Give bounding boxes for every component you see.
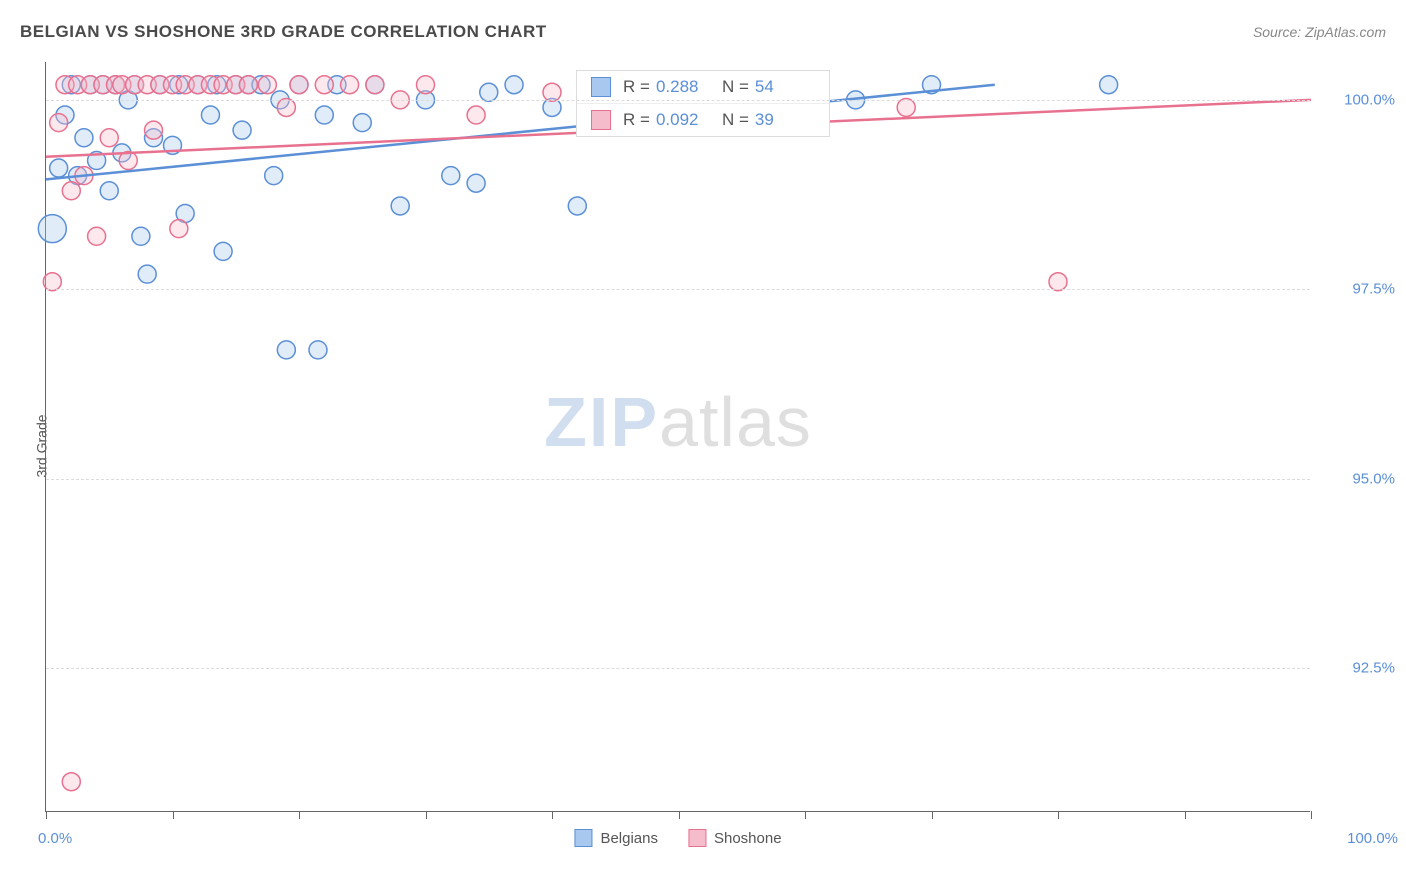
y-tick-label: 92.5% <box>1352 660 1395 677</box>
data-point <box>88 227 106 245</box>
data-point <box>75 129 93 147</box>
data-point <box>568 197 586 215</box>
data-point <box>480 83 498 101</box>
x-tick <box>679 811 680 819</box>
stats-n-label: N = <box>722 77 749 97</box>
stats-swatch-shoshone <box>591 110 611 130</box>
data-point <box>277 98 295 116</box>
data-point <box>315 76 333 94</box>
data-point <box>233 121 251 139</box>
data-point <box>38 215 66 243</box>
legend-item-belgians: Belgians <box>574 829 658 847</box>
data-point <box>239 76 257 94</box>
x-tick <box>173 811 174 819</box>
stats-r-shoshone: 0.092 <box>656 110 716 130</box>
stats-swatch-belgians <box>591 77 611 97</box>
gridline <box>46 479 1310 480</box>
gridline <box>46 289 1310 290</box>
data-point <box>366 76 384 94</box>
x-tick <box>805 811 806 819</box>
gridline <box>46 100 1310 101</box>
data-point <box>505 76 523 94</box>
data-point <box>138 265 156 283</box>
data-point <box>132 227 150 245</box>
data-point <box>290 76 308 94</box>
stats-r-label: R = <box>623 110 650 130</box>
data-point <box>100 182 118 200</box>
data-point <box>100 129 118 147</box>
source-attribution: Source: ZipAtlas.com <box>1253 24 1386 40</box>
y-tick-label: 100.0% <box>1344 91 1395 108</box>
legend-label-belgians: Belgians <box>600 830 658 847</box>
x-tick <box>299 811 300 819</box>
data-point <box>265 167 283 185</box>
data-point <box>50 159 68 177</box>
data-point <box>50 114 68 132</box>
data-point <box>170 220 188 238</box>
stats-box: R = 0.288 N = 54 R = 0.092 N = 39 <box>576 70 830 137</box>
data-point <box>309 341 327 359</box>
data-point <box>341 76 359 94</box>
x-axis-max-label: 100.0% <box>1347 830 1398 847</box>
stats-n-belgians: 54 <box>755 77 815 97</box>
legend-item-shoshone: Shoshone <box>688 829 782 847</box>
data-point <box>467 106 485 124</box>
data-point <box>543 83 561 101</box>
legend-label-shoshone: Shoshone <box>714 830 782 847</box>
data-point <box>1100 76 1118 94</box>
stats-r-belgians: 0.288 <box>656 77 716 97</box>
x-tick <box>1311 811 1312 819</box>
x-tick <box>426 811 427 819</box>
data-point <box>258 76 276 94</box>
data-point <box>201 106 219 124</box>
chart-svg <box>46 62 1310 811</box>
chart-title: BELGIAN VS SHOSHONE 3RD GRADE CORRELATIO… <box>20 22 547 42</box>
data-point <box>391 197 409 215</box>
x-tick <box>1058 811 1059 819</box>
data-point <box>62 182 80 200</box>
data-point <box>442 167 460 185</box>
stats-r-label: R = <box>623 77 650 97</box>
data-point <box>417 76 435 94</box>
gridline <box>46 668 1310 669</box>
data-point <box>145 121 163 139</box>
y-tick-label: 95.0% <box>1352 470 1395 487</box>
data-point <box>467 174 485 192</box>
data-point <box>353 114 371 132</box>
x-tick <box>1185 811 1186 819</box>
data-point <box>897 98 915 116</box>
data-point <box>1049 273 1067 291</box>
data-point <box>214 242 232 260</box>
x-tick <box>932 811 933 819</box>
x-axis-min-label: 0.0% <box>38 830 72 847</box>
stats-row-shoshone: R = 0.092 N = 39 <box>577 104 829 136</box>
data-point <box>43 273 61 291</box>
stats-n-label: N = <box>722 110 749 130</box>
legend-swatch-belgians <box>574 829 592 847</box>
stats-n-shoshone: 39 <box>755 110 815 130</box>
plot-area: ZIPatlas R = 0.288 N = 54 R = 0.092 N = … <box>45 62 1310 812</box>
data-point <box>62 773 80 791</box>
legend-swatch-shoshone <box>688 829 706 847</box>
legend: Belgians Shoshone <box>574 829 781 847</box>
data-point <box>277 341 295 359</box>
x-tick <box>552 811 553 819</box>
x-tick <box>46 811 47 819</box>
data-point <box>315 106 333 124</box>
y-tick-label: 97.5% <box>1352 281 1395 298</box>
